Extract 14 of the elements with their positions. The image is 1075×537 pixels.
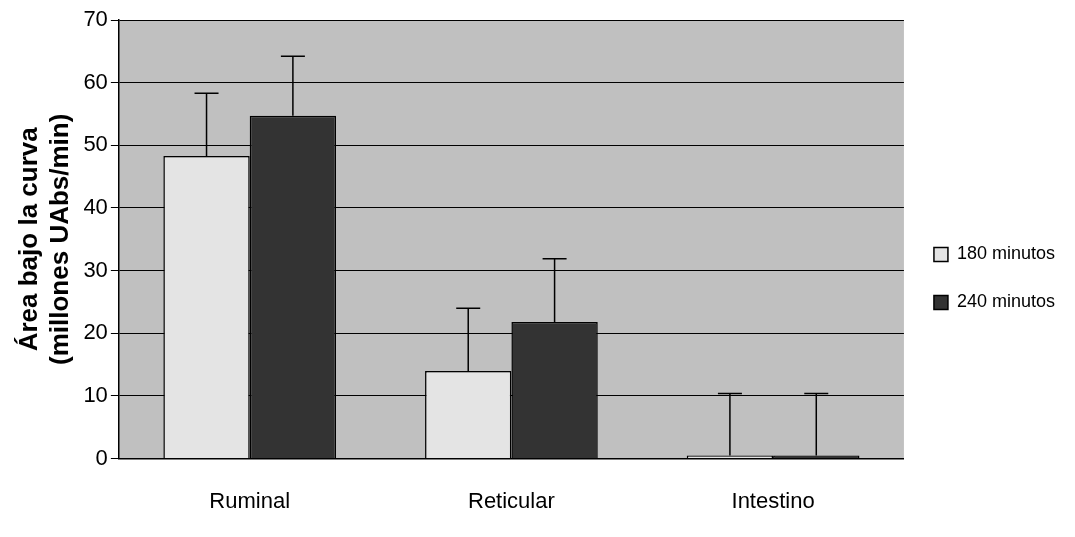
legend-label: 240 minutos [956, 291, 1055, 312]
y-tick-label: 10 [83, 382, 108, 408]
y-tick-label: 50 [83, 131, 108, 157]
y-tick-label: 0 [95, 444, 108, 470]
y-axis-title: Área bajo la curva (millones UAbs/min) [12, 113, 74, 365]
x-tick-label: Reticular [468, 487, 555, 513]
y-tick-label: 70 [83, 6, 108, 32]
y-tick-label: 20 [83, 319, 108, 345]
y-tick-label: 60 [83, 68, 108, 94]
x-tick-label: Intestino [731, 487, 815, 513]
y-tick-label: 30 [83, 256, 108, 282]
x-tick-label: Ruminal [209, 487, 291, 513]
legend-label: 180 minutos [956, 243, 1055, 264]
y-tick-label: 40 [83, 194, 108, 220]
